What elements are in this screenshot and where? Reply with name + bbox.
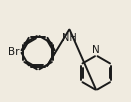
Text: N: N [92,45,100,55]
Text: NH: NH [62,33,77,43]
Text: Br: Br [8,47,20,57]
